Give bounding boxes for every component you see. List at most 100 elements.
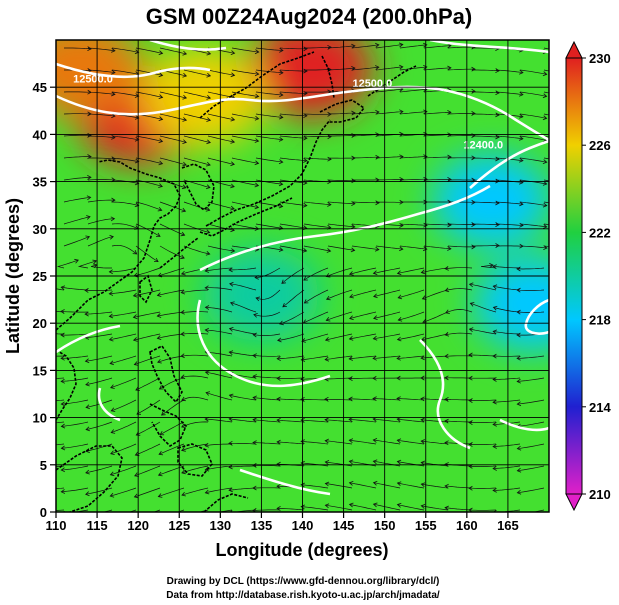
streamline-arrowhead: [325, 295, 331, 301]
streamline-arrowhead: [396, 459, 402, 465]
streamline-arrowhead: [468, 327, 474, 333]
streamline-arrowhead: [300, 439, 305, 445]
streamline: [56, 355, 65, 357]
streamline: [326, 267, 353, 277]
streamline: [231, 91, 259, 97]
streamline: [373, 418, 401, 423]
streamline: [63, 134, 92, 137]
streamline: [445, 332, 473, 336]
credit-line-1: Drawing by DCL (https://www.gfd-dennou.o…: [167, 576, 440, 587]
streamline-arrowhead: [492, 377, 497, 382]
streamline-arrowhead: [300, 397, 305, 402]
streamline-arrowhead: [444, 418, 449, 424]
streamline-arrowhead: [495, 112, 500, 118]
streamline: [207, 135, 235, 143]
streamline-arrowhead: [516, 401, 522, 407]
streamline-arrowhead: [37, 399, 41, 403]
streamline: [134, 355, 161, 365]
streamline-arrowhead: [204, 268, 210, 273]
streamline-arrowhead: [228, 464, 233, 470]
streamline: [111, 201, 139, 206]
streamline: [325, 504, 353, 511]
streamline: [85, 311, 113, 315]
streamline: [229, 328, 257, 335]
streamline: [56, 465, 65, 467]
streamline-arrowhead: [85, 235, 91, 241]
streamline-arrowhead: [252, 374, 257, 379]
streamline-arrowhead: [158, 450, 164, 456]
streamline-arrowhead: [492, 353, 497, 359]
streamline: [205, 329, 233, 335]
x-tick-label: 140: [292, 518, 314, 533]
streamline: [109, 333, 137, 341]
streamline: [134, 487, 161, 498]
streamline-arrowhead: [471, 66, 476, 72]
streamline: [282, 289, 305, 308]
streamline-arrowhead: [181, 469, 186, 475]
streamline: [63, 216, 91, 225]
streamline-arrowhead: [181, 396, 186, 402]
streamline-arrowhead: [158, 116, 164, 121]
streamline-arrowhead: [471, 88, 476, 94]
streamline-arrowhead: [276, 396, 281, 402]
streamline: [158, 465, 185, 476]
streamline-arrowhead: [444, 265, 449, 271]
streamline: [252, 355, 281, 357]
y-tick-label: 45: [33, 80, 47, 95]
streamline: [229, 442, 257, 445]
x-tick-label: 150: [374, 518, 396, 533]
streamline: [303, 201, 331, 206]
streamline: [301, 399, 329, 401]
streamline: [60, 310, 89, 313]
streamline-arrowhead: [348, 438, 354, 444]
colorbar-gradient: [565, 57, 583, 495]
colorbar: 210 214 218 222 226 230: [565, 40, 611, 512]
streamline-arrowhead: [468, 398, 473, 403]
streamline: [327, 201, 355, 205]
streamline-arrowhead: [324, 417, 329, 423]
streamline: [444, 398, 472, 401]
streamline-arrowhead: [158, 94, 164, 99]
temperature-field: [56, 40, 549, 351]
colorbar-tick-label: 210: [589, 487, 611, 502]
streamline: [110, 487, 137, 497]
streamline-arrowhead: [279, 320, 284, 326]
streamline: [135, 245, 159, 262]
colorbar-tick-label: 218: [589, 313, 611, 328]
streamline-arrowhead: [324, 396, 329, 402]
streamline: [253, 397, 281, 401]
streamline-arrowhead: [375, 154, 380, 160]
streamline-arrowhead: [182, 50, 188, 56]
coastline-indochina: [56, 349, 77, 421]
x-axis-label: Longitude (degrees): [215, 540, 388, 560]
streamline-arrowhead: [254, 93, 260, 99]
streamline: [180, 311, 209, 313]
streamline-arrowhead: [182, 72, 188, 78]
colorbar-tick-label: 214: [589, 400, 611, 415]
streamline-arrowhead: [252, 332, 257, 338]
streamline-arrowhead: [85, 491, 90, 497]
contour-12400-east-south: [499, 418, 549, 432]
streamline-arrowhead: [60, 445, 66, 451]
streamline-arrowhead: [109, 234, 114, 240]
streamline-arrowhead: [132, 314, 138, 320]
colorbar-tick-label: 222: [589, 225, 611, 240]
y-tick-label: 30: [33, 222, 47, 237]
streamline-arrowhead: [420, 417, 425, 423]
contour-12500-south-west: [56, 324, 121, 354]
streamline-arrowhead: [516, 467, 522, 473]
contour-12600-west: [56, 62, 211, 79]
streamline-arrowhead: [374, 246, 380, 252]
streamline-arrowhead: [495, 134, 500, 140]
streamline-arrowhead: [468, 375, 473, 381]
streamline: [349, 439, 377, 445]
streamline: [111, 399, 137, 412]
streamline-arrowhead: [134, 202, 140, 208]
streamline-arrowhead: [399, 64, 404, 70]
streamline-arrowhead: [228, 393, 234, 399]
y-axis-label: Latitude (degrees): [3, 198, 23, 354]
streamline: [327, 223, 355, 228]
streamline: [205, 287, 233, 291]
streamline-arrowhead: [111, 69, 116, 75]
streamline: [110, 377, 137, 389]
